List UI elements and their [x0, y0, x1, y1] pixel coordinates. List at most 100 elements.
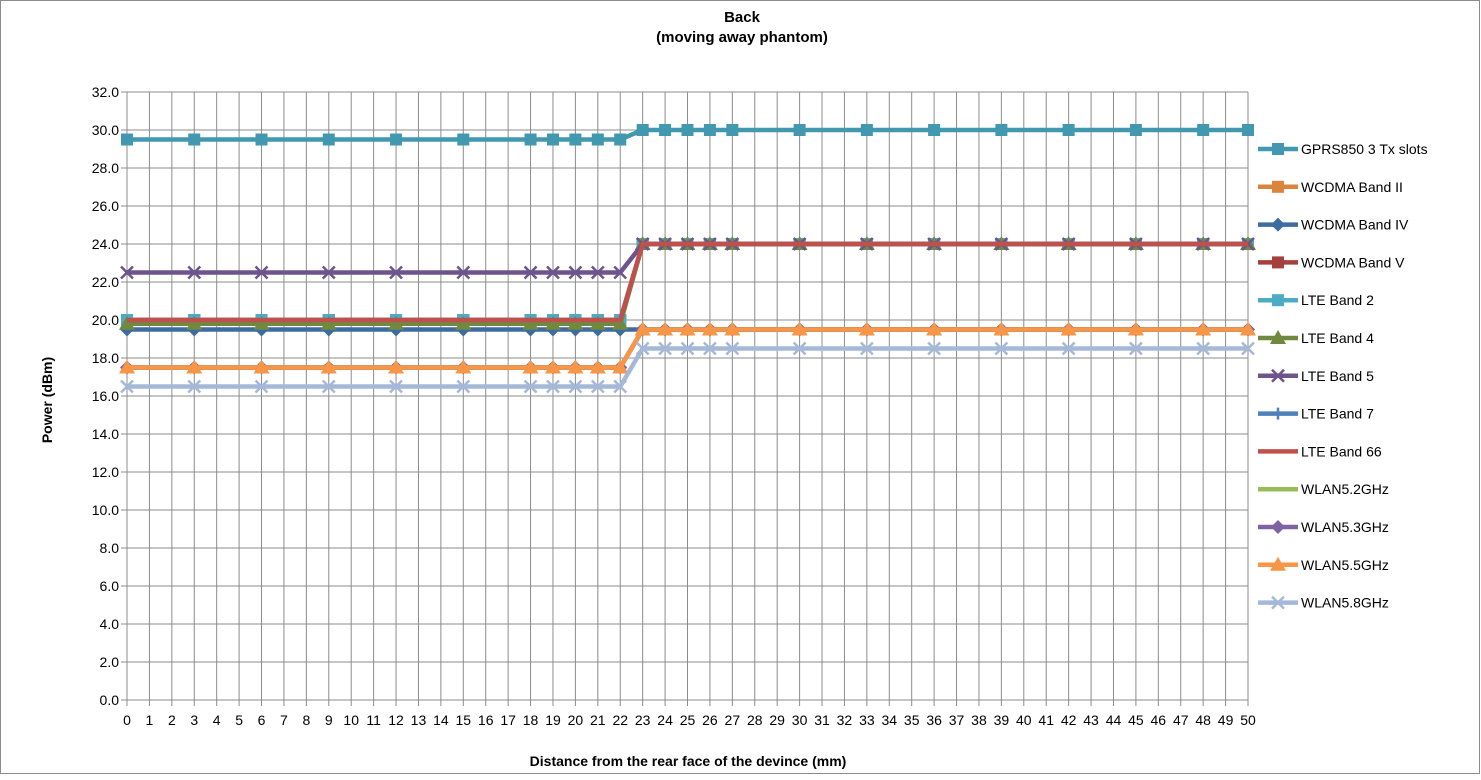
data-point — [590, 265, 605, 280]
data-point — [613, 265, 628, 280]
grid — [126, 91, 1249, 701]
x-tick-label: 46 — [1151, 712, 1167, 728]
y-tick-label: 0.0 — [100, 692, 120, 708]
legend-entry: WCDMA Band V — [1258, 254, 1405, 270]
data-point — [253, 315, 270, 330]
data-point — [1272, 143, 1284, 155]
y-axis-ticks: 0.0 2.0 4.0 6.0 8.0 10.0 12.0 14.0 16.0 18.0 20.0 2… — [92, 84, 127, 708]
x-tick-label: 44 — [1106, 712, 1122, 728]
data-point — [701, 321, 718, 336]
series-line — [127, 241, 1248, 323]
legend-entry: LTE Band 4 — [1258, 330, 1374, 346]
x-tick-label: 30 — [792, 712, 808, 728]
y-tick-label: 10.0 — [92, 502, 119, 518]
data-point — [1061, 341, 1076, 356]
data-point — [120, 379, 134, 394]
y-tick-label: 2.0 — [100, 654, 120, 670]
x-tick-label: 0 — [123, 712, 131, 728]
x-axis-ticks: 0 1 2 3 4 5 6 7 8 9 10 11 12 13 14 15 16 17 18 19 20 21 22 23 24… — [123, 700, 1256, 728]
data-point — [659, 124, 672, 136]
x-tick-label: 8 — [302, 712, 310, 728]
data-point — [569, 133, 582, 146]
data-point — [859, 341, 874, 356]
data-point — [119, 315, 135, 330]
x-tick-label: 31 — [814, 712, 830, 728]
legend-label: WLAN5.2GHz — [1301, 481, 1389, 497]
data-point — [725, 341, 740, 356]
y-tick-label: 12.0 — [92, 464, 119, 480]
legend-label: WCDMA Band V — [1301, 254, 1405, 270]
data-point — [589, 359, 606, 374]
x-tick-label: 7 — [280, 712, 288, 728]
x-tick-label: 35 — [904, 712, 920, 728]
data-point — [1197, 124, 1210, 136]
x-tick-label: 11 — [366, 712, 381, 728]
x-tick-label: 12 — [388, 712, 404, 728]
x-tick-label: 47 — [1173, 712, 1189, 728]
data-point — [388, 359, 405, 374]
data-point — [1272, 256, 1284, 269]
legend-entry: WCDMA Band II — [1258, 179, 1403, 195]
series-line — [127, 327, 1248, 370]
legend-label: LTE Band 2 — [1301, 292, 1374, 308]
x-tick-label: 45 — [1128, 712, 1144, 728]
chart-subtitle: (moving away phantom) — [656, 29, 828, 46]
data-point — [456, 379, 471, 394]
data-point — [1060, 321, 1077, 336]
data-point — [1129, 124, 1142, 136]
x-tick-label: 16 — [478, 712, 494, 728]
data-point — [1062, 124, 1075, 136]
legend-label: GPRS850 3 Tx slots — [1301, 141, 1428, 157]
data-point — [927, 341, 942, 356]
legend-entry: WLAN5.5GHz — [1258, 556, 1389, 573]
x-tick-label: 2 — [168, 712, 176, 728]
data-point — [726, 124, 739, 136]
data-point — [455, 359, 472, 374]
y-tick-label: 26.0 — [92, 198, 119, 214]
x-tick-label: 40 — [1016, 712, 1032, 728]
data-point — [792, 341, 807, 356]
data-point — [455, 315, 472, 330]
data-point — [390, 133, 403, 146]
data-point — [636, 124, 649, 136]
data-point — [703, 341, 717, 356]
series-8 — [127, 241, 1248, 323]
data-point — [612, 315, 629, 330]
y-tick-label: 20.0 — [92, 312, 119, 328]
x-tick-label: 36 — [926, 712, 942, 728]
data-point — [524, 133, 537, 146]
data-point — [860, 124, 873, 136]
data-point — [322, 133, 335, 146]
data-point — [679, 321, 696, 336]
data-point — [188, 133, 201, 146]
x-tick-label: 50 — [1240, 712, 1256, 728]
data-point — [388, 315, 405, 330]
y-tick-label: 4.0 — [100, 616, 120, 632]
data-point — [993, 321, 1010, 336]
data-point — [681, 124, 694, 136]
legend-label: LTE Band 66 — [1301, 443, 1382, 459]
data-point — [546, 265, 560, 280]
x-tick-label: 19 — [545, 712, 561, 728]
x-tick-label: 20 — [568, 712, 584, 728]
legend-label: WLAN5.5GHz — [1301, 557, 1389, 573]
x-tick-label: 1 — [146, 712, 154, 728]
data-point — [1129, 341, 1143, 356]
x-tick-label: 9 — [325, 712, 333, 728]
data-point — [186, 315, 203, 330]
legend-label: LTE Band 4 — [1301, 330, 1374, 346]
data-point — [1270, 330, 1286, 344]
x-tick-label: 26 — [702, 712, 718, 728]
data-point — [1271, 368, 1285, 383]
data-point — [1195, 321, 1212, 336]
data-point — [1272, 294, 1284, 307]
data-point — [567, 359, 584, 374]
x-tick-label: 28 — [747, 712, 763, 728]
x-tick-label: 3 — [190, 712, 198, 728]
data-point — [658, 341, 672, 356]
legend-entry: LTE Band 66 — [1258, 443, 1382, 459]
y-tick-label: 8.0 — [100, 540, 120, 556]
data-point — [612, 359, 629, 374]
x-tick-label: 21 — [590, 712, 606, 728]
legend-entry: LTE Band 7 — [1258, 406, 1374, 422]
